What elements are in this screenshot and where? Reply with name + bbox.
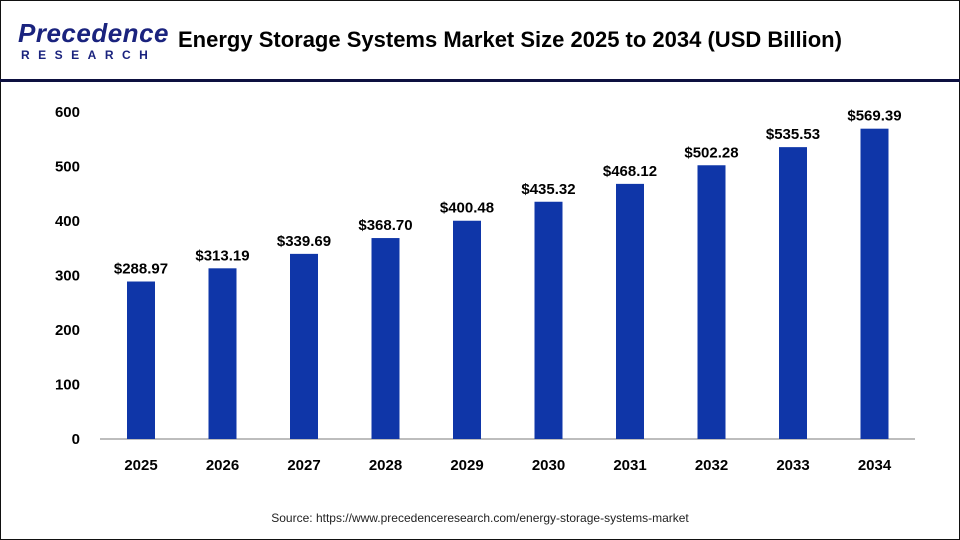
y-tick-label: 0 (72, 431, 80, 448)
source-note: Source: https://www.precedenceresearch.c… (271, 511, 689, 525)
header-divider (0, 79, 960, 82)
x-tick-label: 2033 (776, 457, 809, 474)
y-tick-label: 600 (55, 104, 80, 121)
x-tick-label: 2027 (287, 457, 320, 474)
y-tick-label: 500 (55, 159, 80, 176)
data-label: $468.12 (603, 163, 657, 180)
bar-2028 (371, 238, 400, 439)
y-tick-label: 100 (55, 377, 80, 394)
data-label: $400.48 (440, 200, 494, 217)
bar-2025 (127, 281, 155, 439)
bar-2030 (534, 201, 563, 439)
x-tick-label: 2028 (369, 457, 402, 474)
bar-2026 (208, 268, 237, 439)
x-tick-label: 2026 (206, 457, 239, 474)
data-label: $368.70 (358, 217, 412, 234)
data-label: $339.69 (277, 233, 331, 250)
bar-2027 (290, 253, 318, 439)
data-label: $313.19 (195, 247, 249, 264)
bar-2029 (453, 220, 481, 439)
logo-subtitle: RESEARCH (21, 48, 157, 62)
bar-2034 (860, 128, 889, 440)
y-tick-label: 300 (55, 268, 80, 285)
y-tick-label: 200 (55, 322, 80, 339)
bar-2031 (616, 183, 644, 439)
data-label: $502.28 (684, 144, 738, 161)
bar-2033 (779, 147, 807, 439)
x-tick-label: 2032 (695, 457, 728, 474)
header: Precedence RESEARCH Energy Storage Syste… (0, 0, 960, 80)
x-tick-label: 2034 (858, 457, 892, 474)
precedence-research-logo: Precedence RESEARCH (18, 18, 168, 62)
chart-title: Energy Storage Systems Market Size 2025 … (178, 27, 842, 52)
bar-2032 (697, 165, 726, 440)
x-tick-label: 2031 (613, 457, 646, 474)
data-label: $288.97 (114, 261, 168, 278)
data-label: $435.32 (521, 181, 575, 198)
data-label: $569.39 (847, 108, 901, 125)
x-tick-label: 2029 (450, 457, 483, 474)
data-label: $535.53 (766, 126, 820, 143)
x-tick-label: 2025 (124, 457, 157, 474)
logo-wordmark: Precedence (18, 18, 169, 48)
y-tick-label: 400 (55, 213, 80, 230)
x-tick-label: 2030 (532, 457, 565, 474)
